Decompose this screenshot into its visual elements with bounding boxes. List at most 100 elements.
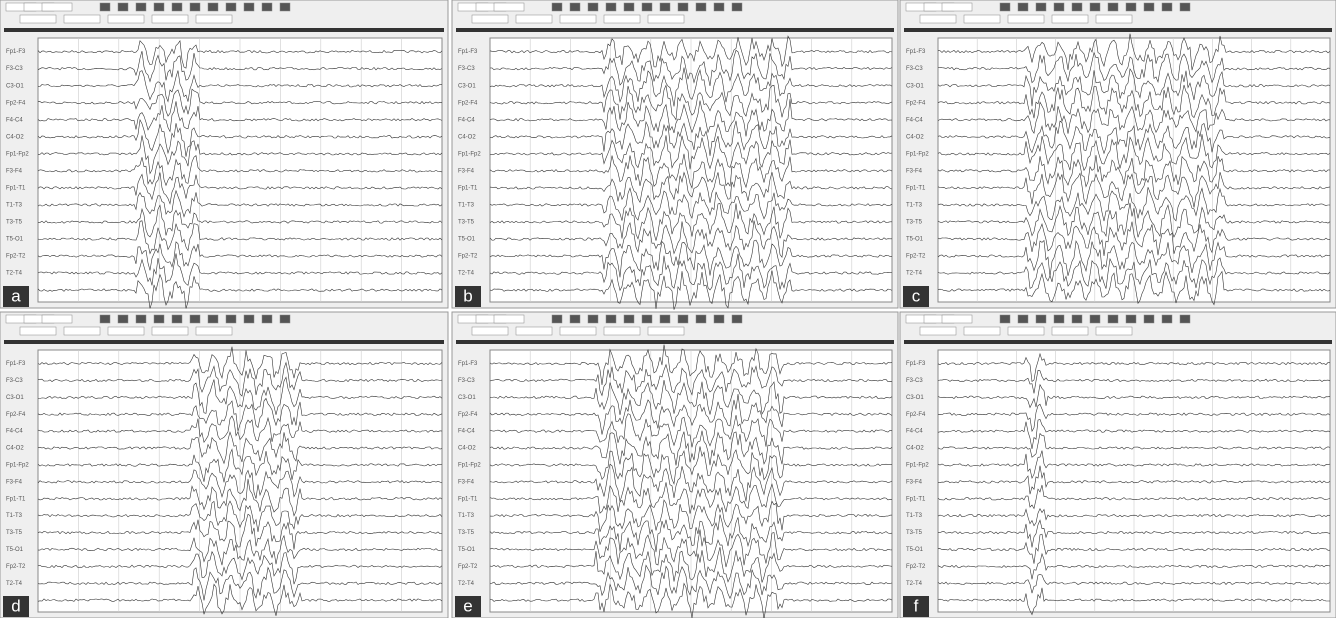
channel-label: F3-F4 bbox=[906, 168, 923, 174]
toolbar-button bbox=[1018, 315, 1028, 323]
toolbar-button bbox=[136, 315, 146, 323]
toolbar-field bbox=[472, 327, 508, 335]
channel-label: Fp2-T2 bbox=[6, 254, 26, 260]
panel-label: a bbox=[11, 286, 21, 305]
toolbar-button bbox=[172, 315, 182, 323]
channel-label: T5-O1 bbox=[906, 237, 924, 243]
channel-label: T2-T4 bbox=[906, 581, 923, 587]
toolbar-field bbox=[196, 15, 232, 23]
toolbar-button bbox=[100, 3, 110, 11]
channel-label: F3-F4 bbox=[6, 479, 23, 485]
toolbar-button bbox=[118, 3, 128, 11]
channel-label: F3-C3 bbox=[906, 66, 923, 72]
toolbar-field bbox=[604, 15, 640, 23]
toolbar-button bbox=[1090, 315, 1100, 323]
toolbar-field bbox=[472, 15, 508, 23]
channel-label: T5-O1 bbox=[906, 547, 924, 553]
eeg-panel: Fp1-F3F3-C3C3-O1Fp2-F4F4-C4C4-O2Fp1-Fp2F… bbox=[900, 0, 1336, 308]
channel-label: T2-T4 bbox=[906, 271, 923, 277]
channel-label: C3-O1 bbox=[6, 83, 24, 89]
channel-label: T2-T4 bbox=[6, 271, 23, 277]
toolbar-button bbox=[552, 3, 562, 11]
toolbar-button bbox=[678, 315, 688, 323]
channel-label: T1-T3 bbox=[6, 202, 23, 208]
toolbar-button bbox=[1072, 3, 1082, 11]
toolbar-button bbox=[154, 315, 164, 323]
toolbar-button bbox=[660, 3, 670, 11]
toolbar-field bbox=[964, 15, 1000, 23]
channel-label: C3-O1 bbox=[6, 395, 24, 401]
toolbar-field bbox=[20, 15, 56, 23]
toolbar-field bbox=[920, 327, 956, 335]
toolbar-button bbox=[1108, 315, 1118, 323]
channel-label: Fp2-F4 bbox=[906, 412, 926, 418]
channel-label: F4-C4 bbox=[906, 429, 923, 435]
channel-label: Fp1-Fp2 bbox=[6, 151, 29, 157]
channel-label: T1-T3 bbox=[906, 202, 923, 208]
toolbar-button bbox=[624, 3, 634, 11]
toolbar-button bbox=[244, 315, 254, 323]
channel-label: T5-O1 bbox=[458, 237, 476, 243]
toolbar-button bbox=[1126, 315, 1136, 323]
toolbar-field bbox=[648, 327, 684, 335]
channel-label: F4-C4 bbox=[458, 117, 475, 123]
panel-label: f bbox=[914, 596, 919, 615]
channel-label: C3-O1 bbox=[906, 83, 924, 89]
toolbar-button bbox=[588, 315, 598, 323]
channel-label: Fp1-T1 bbox=[906, 185, 926, 191]
toolbar-button bbox=[942, 3, 972, 11]
time-bar bbox=[4, 340, 444, 344]
toolbar-button bbox=[42, 315, 72, 323]
channel-label: T2-T4 bbox=[458, 271, 475, 277]
channel-label: Fp1-F3 bbox=[6, 49, 26, 55]
channel-label: Fp1-F3 bbox=[6, 361, 26, 367]
eeg-panel: Fp1-F3F3-C3C3-O1Fp2-F4F4-C4C4-O2Fp1-Fp2F… bbox=[900, 312, 1336, 618]
panel-label: d bbox=[11, 596, 20, 615]
toolbar-button bbox=[1000, 3, 1010, 11]
toolbar-button bbox=[606, 315, 616, 323]
toolbar-button bbox=[1036, 3, 1046, 11]
toolbar-button bbox=[262, 315, 272, 323]
toolbar-field bbox=[64, 327, 100, 335]
channel-label: Fp1-F3 bbox=[906, 49, 926, 55]
toolbar-button bbox=[942, 315, 972, 323]
eeg-panel: Fp1-F3F3-C3C3-O1Fp2-F4F4-C4C4-O2Fp1-Fp2F… bbox=[452, 0, 898, 310]
toolbar-button bbox=[1018, 3, 1028, 11]
toolbar-field bbox=[108, 15, 144, 23]
toolbar-button bbox=[262, 3, 272, 11]
channel-label: F3-F4 bbox=[6, 168, 23, 174]
toolbar-button bbox=[1054, 3, 1064, 11]
channel-label: Fp2-F4 bbox=[458, 412, 478, 418]
toolbar-button bbox=[1144, 315, 1154, 323]
toolbar-button bbox=[494, 3, 524, 11]
time-bar bbox=[456, 28, 894, 32]
toolbar-button bbox=[732, 3, 742, 11]
channel-label: F3-C3 bbox=[906, 378, 923, 384]
channel-label: C4-O2 bbox=[906, 446, 924, 452]
channel-label: Fp1-Fp2 bbox=[906, 151, 929, 157]
toolbar-button bbox=[588, 3, 598, 11]
toolbar-button bbox=[244, 3, 254, 11]
toolbar-field bbox=[1008, 15, 1044, 23]
toolbar-button bbox=[1126, 3, 1136, 11]
toolbar-field bbox=[964, 327, 1000, 335]
channel-label: Fp2-T2 bbox=[906, 564, 926, 570]
channel-label: T3-T5 bbox=[906, 220, 923, 226]
channel-label: T5-O1 bbox=[6, 547, 24, 553]
panel-label: b bbox=[463, 286, 472, 305]
toolbar-field bbox=[516, 15, 552, 23]
channel-label: T1-T3 bbox=[906, 513, 923, 519]
toolbar-button bbox=[1000, 315, 1010, 323]
channel-label: Fp1-T1 bbox=[458, 496, 478, 502]
toolbar-button bbox=[280, 3, 290, 11]
channel-label: T3-T5 bbox=[458, 220, 475, 226]
toolbar-field bbox=[152, 15, 188, 23]
channel-label: Fp1-F3 bbox=[906, 361, 926, 367]
channel-label: C3-O1 bbox=[906, 395, 924, 401]
channel-label: C4-O2 bbox=[906, 134, 924, 140]
channel-label: F4-C4 bbox=[906, 117, 923, 123]
channel-label: F3-C3 bbox=[6, 66, 23, 72]
channel-label: T5-O1 bbox=[6, 237, 24, 243]
toolbar-button bbox=[552, 315, 562, 323]
eeg-panel: Fp1-F3F3-C3C3-O1Fp2-F4F4-C4C4-O2Fp1-Fp2F… bbox=[0, 0, 448, 309]
